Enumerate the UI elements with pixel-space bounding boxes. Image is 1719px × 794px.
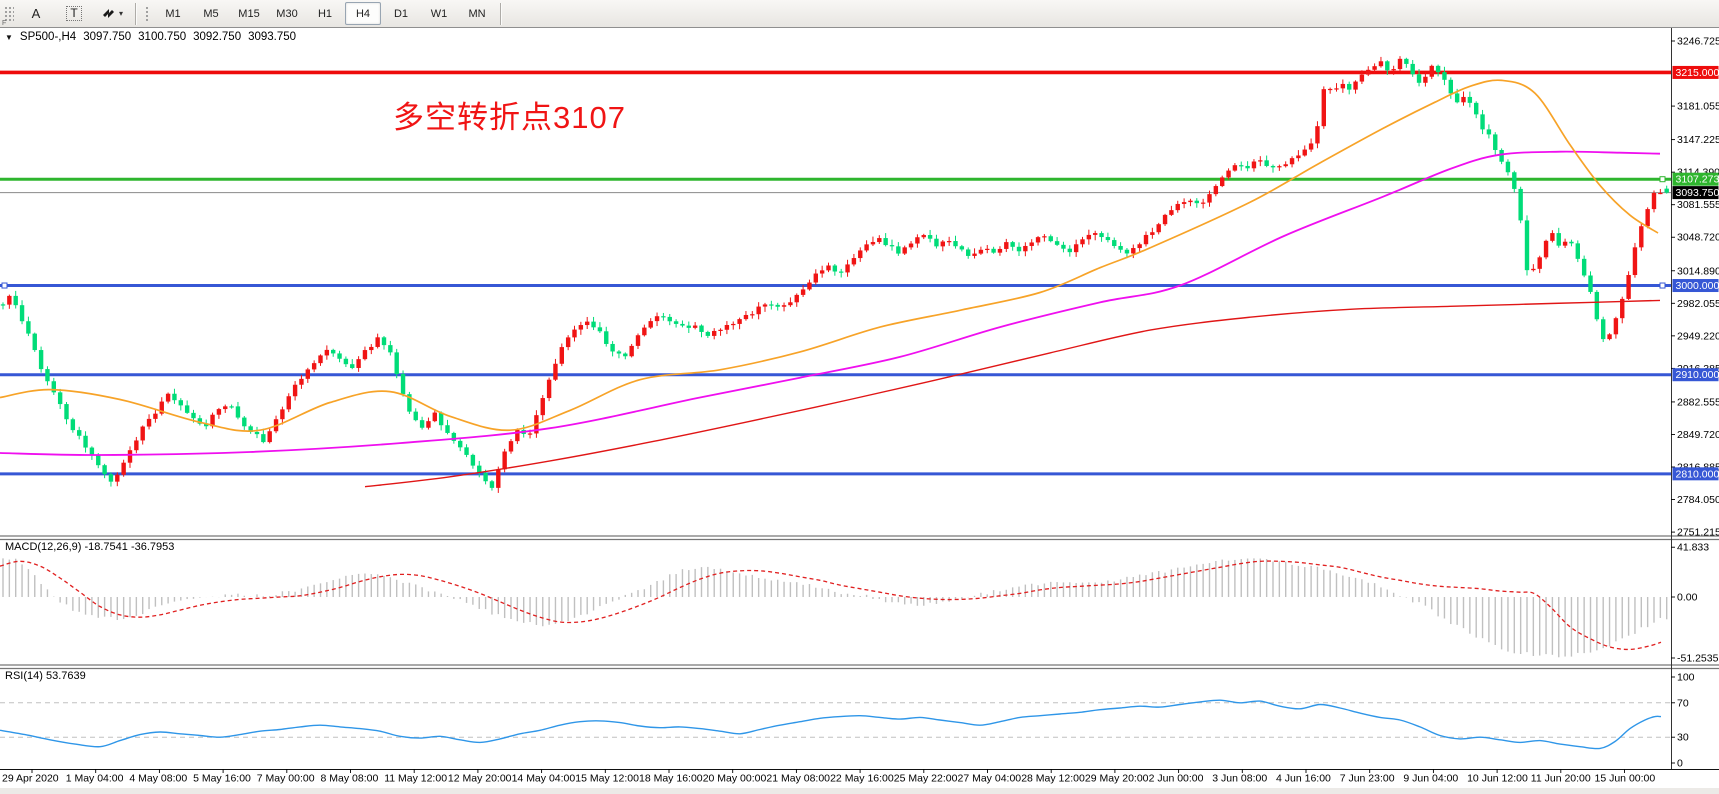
svg-text:12 May 20:00: 12 May 20:00 [448, 773, 512, 785]
svg-text:30: 30 [1677, 732, 1689, 744]
svg-text:3081.555: 3081.555 [1677, 199, 1719, 211]
toolbar-grip[interactable]: F [2, 4, 14, 27]
svg-text:4 May 08:00: 4 May 08:00 [129, 773, 187, 785]
svg-text:15 May 12:00: 15 May 12:00 [575, 773, 639, 785]
toolbar-grip-label: F [2, 19, 7, 27]
timeframe-button-m5[interactable]: M5 [203, 7, 219, 20]
timeframe-button-group: M1 M5 M15 M30 H1 H4 D1 W1 MN [154, 2, 496, 25]
ohlc-high: 3100.750 [138, 31, 187, 43]
symbol-period: SP500-,H4 [19, 31, 77, 43]
svg-text:2910.000: 2910.000 [1676, 369, 1719, 381]
svg-text:3 Jun 08:00: 3 Jun 08:00 [1212, 773, 1267, 785]
ma-slow-red [364, 299, 1661, 488]
svg-text:3093.750: 3093.750 [1676, 187, 1719, 199]
svg-text:2751.215: 2751.215 [1677, 527, 1719, 539]
rsi-indicator-label: RSI(14) 53.7639 [5, 670, 86, 682]
svg-text:3246.725: 3246.725 [1677, 36, 1719, 48]
price-axis[interactable]: 3246.7253181.0553147.2253114.3903081.555… [1671, 36, 1719, 770]
text-label-button[interactable]: T [56, 2, 92, 25]
svg-text:10 Jun 12:00: 10 Jun 12:00 [1467, 773, 1528, 785]
time-axis[interactable]: 29 Apr 2020 1 May 04:00 4 May 08:00 5 May 1… [2, 769, 1655, 785]
chart-title: ▼ SP500-,H4 3097.750 3100.750 3092.750 3… [5, 31, 296, 43]
svg-text:5 May 16:00: 5 May 16:00 [193, 773, 251, 785]
svg-text:21 May 08:00: 21 May 08:00 [766, 773, 830, 785]
svg-text:7 May 00:00: 7 May 00:00 [257, 773, 315, 785]
svg-text:29 Apr 2020: 29 Apr 2020 [2, 773, 59, 785]
timeframe-button-m1[interactable]: M1 [165, 7, 181, 20]
svg-text:20 May 00:00: 20 May 00:00 [703, 773, 767, 785]
arrows-tool-button[interactable]: ▾ [94, 2, 130, 25]
svg-text:1 May 04:00: 1 May 04:00 [66, 773, 124, 785]
timeframe-button-d1[interactable]: D1 [393, 7, 409, 20]
svg-text:70: 70 [1677, 697, 1689, 709]
svg-text:0: 0 [1677, 758, 1683, 770]
svg-text:3147.225: 3147.225 [1677, 134, 1719, 146]
rsi-pane [0, 699, 1671, 750]
svg-text:41.833: 41.833 [1677, 542, 1709, 554]
svg-text:3181.055: 3181.055 [1677, 101, 1719, 113]
svg-text:2849.720: 2849.720 [1677, 429, 1719, 441]
timeframe-button-m30[interactable]: M30 [276, 7, 298, 20]
arrow-style-button[interactable]: A [31, 6, 41, 21]
timeframe-button-w1[interactable]: W1 [430, 7, 448, 20]
macd-indicator-label: MACD(12,26,9) -18.7541 -36.7953 [5, 541, 175, 553]
chevron-down-icon: ▾ [118, 9, 123, 18]
svg-text:28 May 12:00: 28 May 12:00 [1021, 773, 1085, 785]
candles-layer [0, 56, 1669, 493]
svg-text:0.00: 0.00 [1677, 592, 1698, 604]
pane-borders [0, 28, 1719, 794]
svg-text:9 Jun 04:00: 9 Jun 04:00 [1403, 773, 1458, 785]
svg-text:14 May 04:00: 14 May 04:00 [512, 773, 576, 785]
svg-text:100: 100 [1677, 672, 1695, 684]
moving-averages-layer [0, 79, 1661, 488]
svg-text:7 Jun 23:00: 7 Jun 23:00 [1340, 773, 1395, 785]
macd-signal-line [0, 560, 1662, 651]
arrows-icon [102, 9, 114, 18]
timeframe-toolbar-grip[interactable] [144, 4, 150, 23]
svg-text:2982.055: 2982.055 [1677, 298, 1719, 310]
timeframe-button-mn[interactable]: MN [468, 7, 486, 20]
line-handles [1, 176, 1666, 289]
rsi-line [0, 699, 1662, 750]
ma-mid-magenta [0, 150, 1661, 456]
svg-text:2810.000: 2810.000 [1676, 468, 1719, 480]
chart-plot-area[interactable] [0, 28, 1671, 536]
svg-text:3048.720: 3048.720 [1677, 232, 1719, 244]
svg-text:3000.000: 3000.000 [1676, 280, 1719, 292]
ma-fast-orange [0, 79, 1659, 432]
toolbar-separator [500, 2, 501, 25]
toolbar-separator [135, 2, 136, 25]
svg-text:3107.273: 3107.273 [1676, 174, 1719, 186]
svg-text:3014.890: 3014.890 [1677, 265, 1719, 277]
svg-text:4 Jun 16:00: 4 Jun 16:00 [1276, 773, 1331, 785]
timeframe-button-m15[interactable]: M15 [238, 7, 260, 20]
svg-text:25 May 22:00: 25 May 22:00 [894, 773, 958, 785]
svg-text:11 Jun 20:00: 11 Jun 20:00 [1531, 773, 1591, 785]
svg-text:15 Jun 00:00: 15 Jun 00:00 [1595, 773, 1656, 785]
toolbar: F A T ▾ M1 M5 M15 M30 H1 H4 D1 W1 MN [0, 0, 1719, 28]
chart-dropdown-icon[interactable]: ▼ [5, 32, 13, 42]
ohlc-low: 3092.750 [193, 31, 242, 43]
svg-text:11 May 12:00: 11 May 12:00 [384, 773, 447, 785]
timeframe-button-h4[interactable]: H4 [345, 2, 381, 25]
svg-text:2949.220: 2949.220 [1677, 330, 1719, 342]
svg-text:18 May 16:00: 18 May 16:00 [639, 773, 703, 785]
svg-text:27 May 04:00: 27 May 04:00 [958, 773, 1022, 785]
ohlc-open: 3097.750 [83, 31, 132, 43]
svg-text:2882.555: 2882.555 [1677, 396, 1719, 408]
svg-text:22 May 16:00: 22 May 16:00 [830, 773, 894, 785]
svg-text:8 May 08:00: 8 May 08:00 [321, 773, 379, 785]
svg-text:-51.2535: -51.2535 [1677, 652, 1719, 664]
svg-text:3215.000: 3215.000 [1676, 67, 1719, 79]
svg-text:2 Jun 00:00: 2 Jun 00:00 [1149, 773, 1204, 785]
horizontal-lines-layer [0, 70, 1671, 476]
macd-pane [0, 558, 1668, 658]
svg-text:29 May 20:00: 29 May 20:00 [1085, 773, 1149, 785]
chart-text-annotation[interactable]: 多空转折点3107 [393, 100, 626, 135]
timeframe-button-h1[interactable]: H1 [317, 7, 333, 20]
svg-text:2784.050: 2784.050 [1677, 494, 1719, 506]
ohlc-close: 3093.750 [248, 31, 297, 43]
